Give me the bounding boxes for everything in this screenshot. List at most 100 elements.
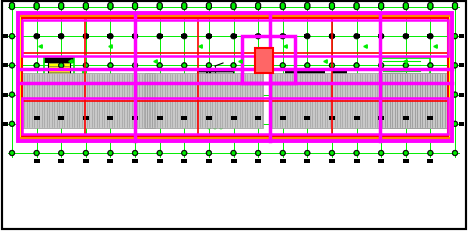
Circle shape [453,123,457,126]
Bar [270,74,445,128]
Circle shape [452,151,458,156]
Circle shape [157,122,162,127]
Circle shape [157,92,162,98]
Circle shape [10,4,14,8]
Circle shape [132,122,138,127]
Bar [145,74,263,128]
Circle shape [404,152,407,155]
Bar [83,116,89,121]
Bar [206,91,208,93]
Circle shape [183,152,186,155]
Circle shape [157,34,162,40]
Bar [332,71,347,77]
Bar [206,106,208,108]
Bar [390,74,402,89]
Circle shape [35,4,38,8]
Bar [329,116,335,121]
Bar [206,35,212,39]
Circle shape [83,34,88,40]
Circle shape [158,94,161,97]
Bar [427,159,433,163]
Circle shape [182,92,187,98]
Circle shape [58,63,64,69]
Circle shape [182,63,187,69]
Circle shape [306,35,309,39]
Circle shape [35,152,38,155]
Circle shape [256,34,261,40]
Bar [3,35,8,39]
Bar [380,59,430,103]
Bar [255,0,261,2]
Circle shape [207,123,211,126]
Circle shape [207,35,211,39]
Circle shape [256,5,261,11]
Bar [209,82,211,84]
Bar [108,35,113,39]
Circle shape [34,122,39,127]
Bar [197,72,233,77]
Bar [209,79,211,81]
Circle shape [378,151,384,156]
Circle shape [330,123,334,126]
Circle shape [35,35,38,39]
Bar [22,19,448,137]
Bar [18,14,452,141]
Circle shape [34,3,39,9]
Bar [329,35,335,39]
Circle shape [452,122,458,127]
Bar [209,109,211,110]
Circle shape [83,5,88,11]
Circle shape [9,5,15,11]
Circle shape [378,5,384,11]
Bar [83,0,89,2]
Circle shape [330,6,334,9]
Circle shape [428,151,433,156]
Circle shape [256,122,261,127]
Circle shape [9,63,15,69]
Circle shape [132,3,138,9]
Circle shape [10,64,14,68]
Circle shape [59,94,63,97]
Circle shape [207,6,211,9]
Circle shape [133,6,137,9]
Bar [209,97,211,99]
Bar [378,159,384,163]
Bar [206,76,208,78]
Bar [83,159,89,163]
Circle shape [182,3,187,9]
Circle shape [231,92,236,98]
Circle shape [183,94,186,97]
Circle shape [378,34,384,40]
Circle shape [232,6,235,9]
Bar [206,0,212,2]
Circle shape [306,123,309,126]
Bar [285,71,325,77]
Circle shape [183,35,186,39]
Circle shape [380,123,383,126]
Circle shape [157,5,162,11]
Bar [280,35,286,39]
Circle shape [378,3,384,9]
Bar [209,70,211,72]
Circle shape [428,3,433,9]
Circle shape [256,4,260,8]
Bar [58,159,64,163]
Circle shape [378,122,384,127]
Circle shape [133,35,137,39]
Circle shape [280,63,285,69]
Bar [209,76,211,78]
Circle shape [232,123,235,126]
Bar [209,88,211,90]
Bar [18,137,452,140]
Circle shape [256,92,261,98]
Circle shape [231,5,236,11]
Bar [231,35,236,39]
Circle shape [232,35,235,39]
Circle shape [59,35,63,39]
Bar [206,94,208,96]
Bar [280,0,286,2]
Circle shape [108,63,113,69]
Circle shape [256,35,260,39]
Bar [280,116,286,121]
Circle shape [83,151,88,156]
